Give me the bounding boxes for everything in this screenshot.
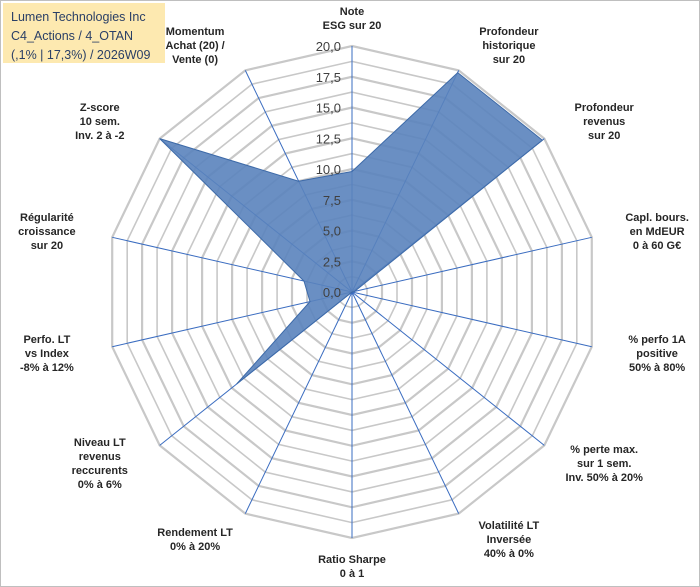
axis-label-line: sur 1 sem. — [577, 458, 631, 470]
axis-label: % perte max. sur 1 sem. Inv. 50% à 20% — [565, 444, 643, 484]
axis-spoke — [351, 291, 460, 514]
axis-label-line: sur 20 — [588, 130, 620, 142]
title-line-3: (,1% | 17,3%) / 2026W09 — [11, 48, 151, 62]
axis-label: Régularité croissance sur 20 — [18, 212, 75, 252]
tick-label: 5,0 — [323, 224, 341, 239]
axis-label-line: Z-score — [80, 102, 120, 114]
axis-label-line: Régularité — [20, 212, 74, 224]
axis-label: Profondeur revenus sur 20 — [575, 102, 635, 142]
axis-label-line: Inv. 50% à 20% — [565, 472, 643, 484]
axis-label-line: 0 à 1 — [340, 568, 364, 580]
axis-label-line: Niveau LT — [74, 437, 126, 449]
axis-label-line: sur 20 — [31, 240, 63, 252]
axis-label: Capl. bours. en MdEUR 0 à 60 G€ — [625, 212, 689, 252]
axis-label-line: revenus — [583, 116, 625, 128]
title-line-1: Lumen Technologies Inc — [11, 10, 146, 24]
axis-label-line: 0% à 20% — [170, 541, 220, 553]
axis-label-line: Perfo. LT — [23, 334, 70, 346]
axis-spoke — [351, 236, 592, 293]
axis-label-line: 0 à 60 G€ — [633, 240, 681, 252]
axis-label-line: vs Index — [25, 348, 70, 360]
axis-label-line: en MdEUR — [630, 226, 685, 238]
tick-label: 15,0 — [316, 101, 341, 116]
axis-label: Perfo. LT vs Index -8% à 12% — [20, 334, 74, 374]
axis-label-line: sur 20 — [493, 54, 525, 66]
axis-label-line: 50% à 80% — [629, 362, 685, 374]
axis-label: Z-score 10 sem. Inv. 2 à -2 — [75, 102, 124, 142]
axis-label-line: Note — [340, 6, 364, 18]
tick-label: 0,0 — [323, 285, 341, 300]
axis-label-line: ESG sur 20 — [323, 20, 382, 32]
title-box: Lumen Technologies Inc C4_Actions / 4_OT… — [3, 3, 165, 63]
axis-label-line: Vente (0) — [172, 54, 218, 66]
axis-label: Ratio Sharpe 0 à 1 — [318, 554, 386, 580]
tick-label: 10,0 — [316, 162, 341, 177]
tick-label: 17,5 — [316, 70, 341, 85]
tick-label: 2,5 — [323, 254, 341, 269]
axis-label-line: Inversée — [487, 534, 532, 546]
tick-label: 7,5 — [323, 193, 341, 208]
axis-label-line: historique — [482, 40, 535, 52]
axis-label-line: Ratio Sharpe — [318, 554, 386, 566]
axis-label-line: Rendement LT — [157, 527, 233, 539]
axis-label-line: Inv. 2 à -2 — [75, 130, 124, 142]
axis-label: Note ESG sur 20 — [323, 6, 382, 32]
axis-label-line: % perfo 1A — [628, 334, 686, 346]
axis-label-line: 0% à 6% — [78, 479, 122, 491]
title-line-2: C4_Actions / 4_OTAN — [11, 29, 134, 43]
axis-label-line: croissance — [18, 226, 75, 238]
axis-spoke — [351, 291, 545, 446]
axis-label-line: Capl. bours. — [625, 212, 689, 224]
axis-label: Profondeur historique sur 20 — [479, 26, 539, 66]
axis-label: Momentum Achat (20) / Vente (0) — [165, 26, 224, 66]
axis-label-line: 10 sem. — [80, 116, 120, 128]
axis-label-line: revenus — [79, 451, 121, 463]
axis-label: Volatilité LT Inversée 40% à 0% — [479, 520, 540, 560]
axis-label-line: Momentum — [166, 26, 225, 38]
axis-label-line: reccurents — [72, 465, 128, 477]
axis-spoke — [351, 291, 592, 348]
axis-label-line: positive — [636, 348, 678, 360]
tick-label: 20,0 — [316, 39, 341, 54]
axis-label: Niveau LT revenus reccurents 0% à 6% — [72, 437, 128, 491]
tick-label: 12,5 — [316, 131, 341, 146]
axis-label-line: Achat (20) / — [165, 40, 224, 52]
axis-label-line: % perte max. — [570, 444, 638, 456]
axis-label-line: -8% à 12% — [20, 362, 74, 374]
axis-label-line: Volatilité LT — [479, 520, 540, 532]
axis-spoke — [244, 291, 353, 514]
axis-label-line: Profondeur — [575, 102, 635, 114]
axis-label: Rendement LT 0% à 20% — [157, 527, 233, 553]
axis-label-line: 40% à 0% — [484, 548, 534, 560]
axis-label: % perfo 1A positive 50% à 80% — [628, 334, 686, 374]
axis-label-line: Profondeur — [479, 26, 539, 38]
